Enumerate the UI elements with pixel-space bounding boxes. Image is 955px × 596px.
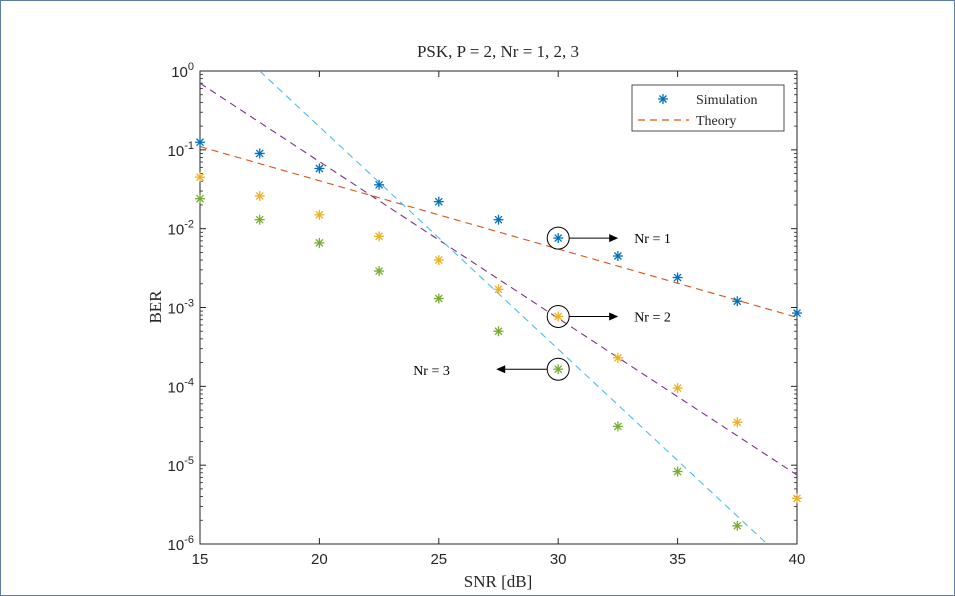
- sim-point-series2: [254, 190, 265, 201]
- x-tick-label: 40: [789, 551, 806, 568]
- sim-point-series2: [672, 383, 683, 394]
- sim-point-series1: [612, 251, 623, 262]
- sim-point-series1: [314, 163, 325, 174]
- annotation-arrowhead: [609, 234, 619, 243]
- legend-simulation-marker: [658, 94, 668, 104]
- x-tick-label: 30: [550, 551, 567, 568]
- y-tick-label: 10-5: [168, 455, 194, 475]
- annotation-arrowhead: [609, 312, 619, 321]
- y-tick-label: 100: [171, 61, 194, 81]
- plot-area: [199, 70, 798, 545]
- annotation-label: Nr = 1: [634, 232, 671, 247]
- sim-point-series2: [374, 231, 385, 242]
- sim-point-series1: [254, 148, 265, 159]
- sim-point-series1: [792, 308, 802, 319]
- x-axis-label: SNR [dB]: [464, 572, 532, 591]
- legend-simulation-label: Simulation: [696, 93, 757, 108]
- sim-point-series2: [732, 417, 743, 428]
- legend: Simulation Theory: [631, 84, 785, 132]
- y-axis-label: BER: [146, 290, 165, 324]
- sim-point-series2: [433, 255, 444, 266]
- x-tick-label: 20: [311, 551, 328, 568]
- sim-point-series3: [493, 326, 504, 337]
- legend-box: [631, 84, 785, 132]
- sim-point-series1: [433, 196, 444, 207]
- annotation-arrowhead: [496, 365, 506, 374]
- chart-title: PSK, P = 2, Nr = 1, 2, 3: [417, 42, 579, 61]
- legend-star-marker: [658, 94, 668, 104]
- sim-point-series3: [374, 266, 385, 277]
- y-tick-label: 10-6: [168, 534, 194, 554]
- annotation-label: Nr = 2: [634, 310, 671, 325]
- annotation-label: Nr = 3: [413, 364, 450, 379]
- y-tick-label: 10-4: [168, 376, 194, 396]
- sim-point-series3: [672, 466, 683, 477]
- y-tick-label: 10-2: [168, 219, 194, 239]
- y-tick-label: 10-3: [168, 298, 194, 318]
- sim-point-series1: [374, 179, 385, 190]
- sim-point-series3: [254, 214, 265, 225]
- sim-point-series1: [553, 233, 564, 244]
- sim-point-series2: [553, 311, 564, 322]
- sim-point-series2: [612, 352, 623, 363]
- sim-point-series3: [195, 193, 205, 204]
- y-tick-label: 10-1: [168, 140, 194, 160]
- x-tick-label: 25: [430, 551, 447, 568]
- theory-line-1: [200, 146, 797, 318]
- sim-point-series1: [195, 137, 205, 148]
- sim-point-series2: [314, 209, 325, 220]
- sim-point-series1: [732, 296, 743, 307]
- sim-point-series2: [493, 284, 504, 295]
- sim-point-series3: [553, 364, 564, 375]
- sim-point-series3: [433, 293, 444, 304]
- sim-point-series3: [732, 520, 743, 531]
- legend-theory-label: Theory: [696, 114, 736, 129]
- sim-point-series1: [493, 214, 504, 225]
- sim-point-series1: [672, 272, 683, 283]
- theory-line-3: [259, 71, 768, 544]
- x-tick-label: 35: [669, 551, 686, 568]
- sim-point-series3: [612, 421, 623, 432]
- x-tick-label: 15: [192, 551, 209, 568]
- sim-point-series2: [195, 172, 205, 183]
- sim-point-series3: [314, 237, 325, 248]
- sim-point-series2: [792, 493, 802, 504]
